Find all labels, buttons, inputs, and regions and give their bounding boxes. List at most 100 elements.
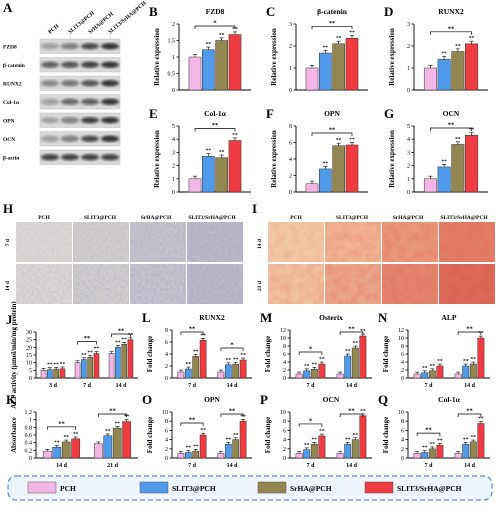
y-tick-label: 6 [165, 340, 168, 346]
bar-significance-mark: ** [323, 45, 329, 51]
significance-label: ** [84, 335, 91, 342]
micrograph-texture [130, 222, 186, 262]
blot-band [61, 154, 79, 161]
chart-title: Col-1α [438, 395, 460, 404]
x-tick-label: 7 d [188, 383, 197, 389]
image-column-label: SrHA@PCH [393, 215, 424, 221]
alp-staining-grid: PCH SLIT3@PCH SrHA@PCH SLIT3/SrHA@PCH 7 d 14 … [5, 215, 243, 304]
y-tick-label: 4 [407, 137, 410, 143]
y-axis-label: Relative expression [153, 130, 161, 188]
x-tick-label: 7 d [188, 463, 197, 469]
significance-label: ** [466, 408, 473, 415]
y-tick-label: 0 [289, 190, 292, 196]
y-tick-label: 3 [289, 22, 292, 28]
y-tick-label: 2 [401, 447, 404, 453]
panel-letter-i: I [252, 201, 257, 216]
bar-significance-mark: ** [240, 353, 246, 359]
micrograph-texture [382, 264, 438, 304]
y-tick-label: 6 [401, 352, 404, 358]
significance-label: * [213, 20, 216, 27]
significance-bracket [111, 333, 131, 337]
x-tick-label: 7 d [307, 463, 316, 469]
significance-label: * [309, 417, 312, 424]
y-tick-label: 10 [398, 336, 404, 342]
bar-significance-mark: ** [478, 416, 484, 422]
y-axis-label: Relative expression [388, 130, 396, 188]
significance-label: ** [229, 408, 236, 415]
panel-letter: G [384, 106, 394, 121]
panel-letter: M [260, 310, 272, 325]
bar-significance-mark: ** [319, 357, 325, 363]
y-tick-label: 6 [165, 428, 168, 434]
bar-significance-mark: ** [206, 42, 212, 48]
bar [319, 52, 332, 91]
bar [40, 370, 47, 379]
blot-band [41, 98, 59, 105]
bar [115, 347, 121, 379]
bar-significance-mark: ** [422, 365, 428, 371]
bar [184, 452, 192, 459]
bar-significance-mark: ** [226, 357, 232, 363]
y-axis-label: Absorbance [10, 417, 18, 453]
bar [336, 453, 344, 459]
bar [345, 144, 359, 193]
bar [224, 443, 232, 459]
image-column-label: PCH [38, 215, 50, 221]
y-tick-label: 8 [165, 328, 168, 334]
bar [413, 373, 421, 379]
y-tick-label: 4 [283, 360, 286, 366]
blot-band [41, 117, 59, 124]
y-tick-label: 0.5 [168, 72, 176, 78]
bar [359, 415, 367, 459]
y-tick-label: 25 [26, 338, 32, 344]
y-axis-label: Fold change [382, 336, 390, 372]
bar [217, 371, 225, 379]
blot-row-label: OCN [3, 137, 15, 143]
blot-band [81, 117, 99, 124]
chart-title: RUNX2 [438, 7, 464, 16]
blot-band [61, 43, 79, 50]
significance-label: ** [212, 122, 219, 129]
chart-title: Col-1α [204, 109, 226, 118]
bar [477, 423, 485, 459]
bar-significance-mark: ** [422, 445, 428, 451]
x-tick-label: 14 d [464, 383, 476, 389]
bar [239, 420, 247, 459]
blot-band [41, 61, 59, 68]
y-tick-label: 5 [407, 124, 410, 130]
image-row-label: 7 d [5, 239, 11, 246]
bar [469, 441, 477, 459]
chart-e: E Col-1α Relative expression 0 1 2 3 4 5 ** ** ** ** [149, 106, 251, 196]
y-tick-label: 1 [289, 66, 292, 72]
bar-significance-mark: ** [73, 431, 79, 437]
y-tick-label: 5 [29, 368, 32, 374]
bar [332, 145, 345, 193]
y-tick-label: 8 [401, 419, 404, 425]
bar [436, 444, 444, 459]
bar-significance-mark: ** [336, 36, 342, 42]
image-column-label: PCH [290, 215, 302, 221]
bar-significance-mark: ** [430, 441, 436, 447]
x-tick-label: 14 d [346, 463, 358, 469]
y-tick-label: 0 [407, 88, 410, 94]
y-tick-label: 0.6 [25, 433, 33, 439]
y-tick-label: 4 [289, 157, 292, 163]
blot-band [61, 117, 79, 124]
panel-letter: K [6, 392, 17, 407]
significance-bracket [311, 132, 353, 136]
y-axis-label: Fold change [382, 417, 390, 453]
bar-significance-mark: ** [115, 340, 121, 346]
y-tick-label: 30 [26, 330, 32, 336]
bar [359, 335, 367, 379]
bar [228, 34, 242, 91]
blot-band [81, 98, 99, 105]
y-tick-label: 1.2 [25, 410, 33, 416]
bar [215, 157, 228, 193]
bar-significance-mark: ** [232, 26, 238, 32]
y-axis-label: Fold change [146, 417, 154, 453]
micrograph-texture [439, 264, 495, 304]
bar-significance-mark: ** [349, 137, 355, 143]
